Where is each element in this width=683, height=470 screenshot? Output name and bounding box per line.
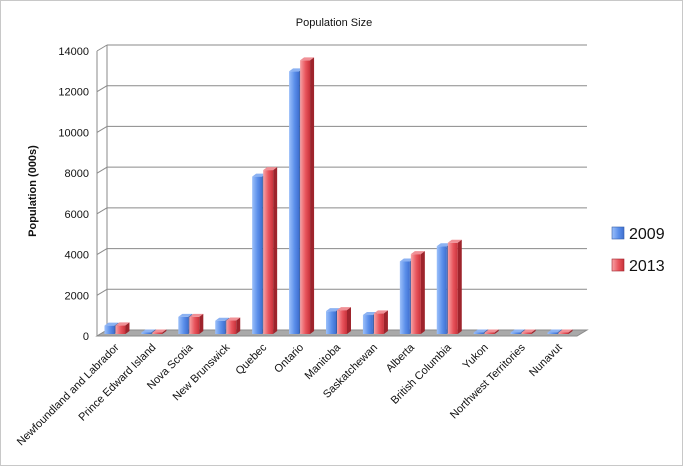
bar-2009-alberta: [399, 261, 410, 334]
bar-2013-nova-scotia-top: [189, 313, 204, 317]
bar-2013-prince-edward-island: [152, 332, 163, 334]
bar-2013-nunavut-top: [558, 329, 573, 333]
x-tick-label: Yukon: [461, 342, 491, 372]
x-tick-label: Nunavut: [527, 342, 564, 379]
gridlines: [95, 44, 589, 337]
bar-2009-prince-edward-island-top: [141, 329, 156, 333]
bar-2013-ontario-side: [310, 57, 315, 334]
bar-2013-british-columbia-top: [447, 239, 462, 243]
bar-2013-nunavut: [558, 332, 569, 334]
bar-2013-new-brunswick: [226, 320, 237, 334]
legend-swatch-2013: [611, 258, 625, 272]
gridline-diagonal: [96, 44, 108, 52]
legend-label: 2013: [629, 258, 665, 275]
bar-2009-nova-scotia: [178, 316, 189, 334]
bar-2013-yukon-top: [484, 329, 499, 333]
bars: [104, 57, 573, 334]
bar-2009-newfoundland-and-labrador: [104, 325, 115, 334]
bar-2013-saskatchewan-side: [383, 310, 388, 334]
bar-2009-quebec-top: [252, 173, 267, 177]
bar-2013-quebec-top: [263, 167, 278, 171]
bar-2013-saskatchewan: [373, 313, 384, 334]
bar-2013-prince-edward-island-side: [162, 329, 167, 334]
gridline-diagonal: [96, 125, 108, 133]
bar-2009-yukon: [473, 332, 484, 334]
bar-2009-manitoba-top: [326, 308, 340, 312]
y-tick-label: 4000: [65, 250, 89, 262]
x-tick-label: Quebec: [234, 341, 270, 377]
bar-2009-quebec: [252, 176, 263, 334]
bar-2009-prince-edward-island: [141, 332, 152, 334]
bar-2013-nova-scotia-side: [199, 313, 204, 334]
bar-2013-saskatchewan-top: [373, 310, 388, 314]
y-tick-label: 10000: [58, 127, 89, 139]
bar-2013-new-brunswick-top: [226, 317, 241, 321]
x-tick-label: Alberta: [384, 341, 418, 375]
bar-2013-prince-edward-island-top: [152, 329, 167, 333]
gridline-diagonal: [96, 207, 108, 215]
y-tick-labels: 0 2000 4000 6000 8000 10000 12000 14000: [58, 46, 89, 343]
x-tick-label: Northwest Territories: [448, 341, 528, 421]
bar-2009-newfoundland-and-labrador-top: [104, 322, 119, 326]
gridline-diagonal: [96, 85, 108, 93]
bar-2009-northwest-territories-top: [510, 329, 525, 333]
bar-2013-yukon-side: [494, 329, 499, 334]
bar-2013-ontario-top: [300, 57, 315, 61]
y-tick-label: 0: [83, 331, 89, 343]
bar-2013-northwest-territories-top: [521, 329, 536, 333]
bar-2009-saskatchewan: [362, 315, 373, 334]
bar-2009-new-brunswick-top: [215, 317, 230, 321]
bar-2013-british-columbia: [447, 242, 458, 334]
bar-2009-nunavut-top: [547, 329, 562, 333]
bar-2009-nunavut: [547, 332, 558, 334]
bar-2013-manitoba: [337, 310, 347, 334]
legend: 2009 2013: [611, 226, 665, 275]
x-tick-label: Ontario: [272, 342, 306, 376]
bar-2009-ontario-top: [289, 68, 304, 72]
bar-2013-manitoba-side: [347, 307, 351, 334]
bar-2009-british-columbia: [436, 246, 447, 334]
bar-2013-alberta: [410, 254, 421, 334]
bar-2009-british-columbia-top: [436, 243, 451, 247]
bar-2009-saskatchewan-top: [362, 312, 377, 316]
legend-swatch-2009: [611, 226, 625, 240]
gridline-diagonal: [96, 248, 108, 256]
y-tick-label: 14000: [58, 46, 89, 58]
gridline-diagonal: [96, 288, 108, 296]
bar-2013-quebec-side: [273, 167, 278, 334]
legend-label: 2009: [629, 226, 665, 243]
bar-2009-alberta-top: [399, 258, 414, 262]
bar-2009-nova-scotia-top: [178, 313, 193, 317]
chart-title: Population Size: [296, 17, 372, 29]
bar-2013-nova-scotia: [189, 316, 200, 334]
bar-2013-manitoba-top: [337, 307, 351, 311]
bar-2009-northwest-territories: [510, 332, 521, 334]
bar-2009-yukon-top: [473, 329, 488, 333]
bar-2009-ontario: [289, 71, 300, 334]
bar-2013-yukon: [484, 332, 495, 334]
bar-2013-newfoundland-and-labrador-side: [125, 322, 130, 334]
bar-2009-new-brunswick: [215, 320, 226, 334]
y-tick-label: 6000: [65, 209, 89, 221]
y-tick-label: 12000: [58, 87, 89, 99]
bar-2013-new-brunswick-side: [236, 317, 241, 334]
bar-2013-british-columbia-side: [457, 239, 462, 334]
bar-2013-alberta-top: [410, 251, 425, 255]
y-tick-label: 8000: [65, 168, 89, 180]
bar-2013-newfoundland-and-labrador: [115, 325, 126, 334]
bar-2013-northwest-territories: [521, 332, 532, 334]
bar-2013-alberta-side: [420, 251, 425, 334]
bar-2013-quebec: [263, 170, 274, 334]
bar-2013-nunavut-side: [568, 329, 573, 334]
gridline-diagonal: [96, 166, 108, 174]
bar-2009-manitoba: [326, 311, 336, 334]
y-tick-label: 2000: [65, 290, 89, 302]
y-axis-label: Population (000s): [27, 145, 39, 237]
bar-2013-northwest-territories-side: [531, 329, 536, 334]
bar-2013-newfoundland-and-labrador-top: [115, 322, 130, 326]
bar-2013-ontario: [300, 60, 311, 334]
